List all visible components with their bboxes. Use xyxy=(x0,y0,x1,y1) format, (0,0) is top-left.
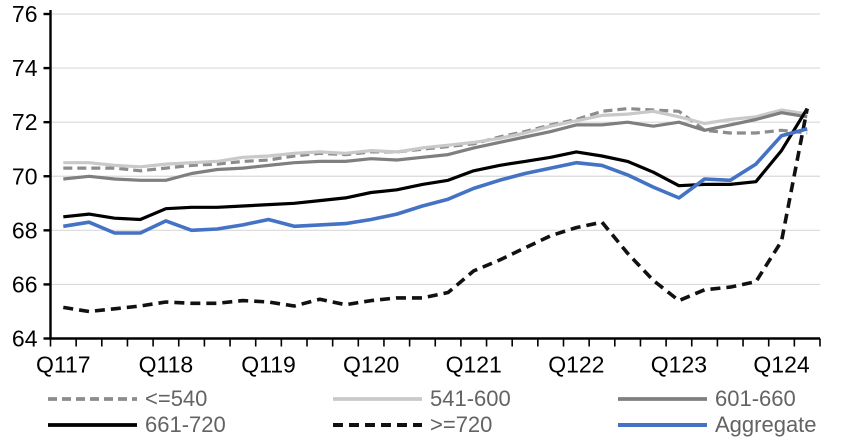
legend-label-601-660: 601-660 xyxy=(715,386,796,411)
legend-swatch-661-720 xyxy=(48,420,137,430)
legend-item-541-600: 541-600 xyxy=(333,386,511,412)
series-Aggregate xyxy=(63,127,808,235)
x-tick-label: Q118 xyxy=(139,352,194,378)
y-tick-label: 66 xyxy=(12,271,38,297)
x-tick-label: Q117 xyxy=(36,352,91,378)
series-541-600 xyxy=(63,108,808,169)
legend-label-541-600: 541-600 xyxy=(430,386,511,411)
legend-label-661-720: 661-720 xyxy=(145,412,226,437)
legend-item-le-540: <=540 xyxy=(48,386,207,412)
y-tick-label: 64 xyxy=(12,326,38,352)
legend-item-aggregate: Aggregate xyxy=(618,412,817,438)
series->=720 xyxy=(63,108,809,314)
y-tick-label: 68 xyxy=(12,217,38,243)
legend-swatch-ge-720 xyxy=(333,420,422,430)
legend-swatch-541-600 xyxy=(333,394,422,404)
x-tick-label: Q120 xyxy=(343,352,399,378)
legend-label-ge-720: >=720 xyxy=(430,412,493,437)
legend-item-661-720: 661-720 xyxy=(48,412,226,438)
x-tick-label: Q123 xyxy=(651,352,707,378)
legend-swatch-aggregate xyxy=(618,420,707,430)
series-<=540 xyxy=(63,106,808,173)
legend-item-601-660: 601-660 xyxy=(618,386,796,412)
y-tick-label: 76 xyxy=(12,1,38,27)
x-tick-label: Q121 xyxy=(446,352,502,378)
y-tick-label: 72 xyxy=(12,109,38,135)
y-tick-label: 74 xyxy=(12,55,38,81)
series-601-660 xyxy=(63,111,808,182)
legend-swatch-601-660 xyxy=(618,394,707,404)
legend-label-aggregate: Aggregate xyxy=(715,412,817,437)
y-tick-label: 70 xyxy=(12,163,38,189)
x-tick-label: Q124 xyxy=(753,352,809,378)
legend-label-le-540: <=540 xyxy=(145,386,208,411)
legend-item-ge-720: >=720 xyxy=(333,412,492,438)
x-tick-label: Q122 xyxy=(548,352,604,378)
series-661-720 xyxy=(63,107,809,222)
legend-swatch-le-540 xyxy=(48,394,137,404)
x-tick-label: Q119 xyxy=(241,352,296,378)
